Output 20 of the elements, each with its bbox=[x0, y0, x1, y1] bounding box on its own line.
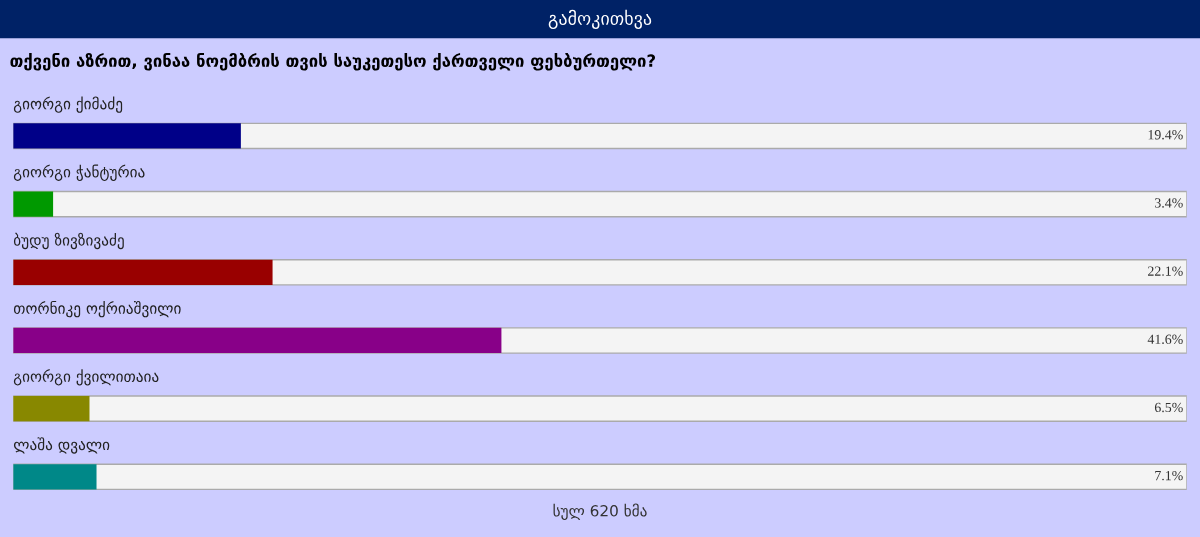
bar bbox=[13, 123, 241, 149]
data-label: 7.1% bbox=[1155, 470, 1183, 481]
data-label: 19.4% bbox=[1148, 130, 1183, 140]
bar bbox=[13, 396, 90, 422]
data-label: 6.5% bbox=[1154, 402, 1183, 413]
chart-title: გამოკითხვა bbox=[548, 9, 652, 30]
data-label: 41.6% bbox=[1147, 334, 1183, 344]
bar bbox=[13, 259, 273, 285]
y-tick-label: თორნიკე ოქრიაშვილი bbox=[13, 300, 181, 318]
text: სულ 620 ხმა bbox=[553, 503, 647, 520]
data-label: 3.4% bbox=[1155, 198, 1183, 208]
bar bbox=[13, 464, 97, 490]
y-tick-label: ლაშა დვალი bbox=[13, 437, 110, 454]
y-tick-label: გიორგი ქიმაძე bbox=[13, 96, 123, 113]
bar bbox=[13, 191, 54, 217]
y-tick-label: გიორგი ჭანტურია bbox=[13, 164, 145, 181]
chart-subtitle: თქვენი აზრით, ვინაა ნოემბრის თვის საუკეთესო ქართველი ფეხბურთელი? bbox=[10, 52, 656, 71]
data-label: 22.1% bbox=[1148, 266, 1183, 276]
y-tick-label: გიორგი ქვილითაია bbox=[13, 369, 159, 386]
y-tick-label: ბუდუ ზივზივაძე bbox=[13, 232, 124, 250]
